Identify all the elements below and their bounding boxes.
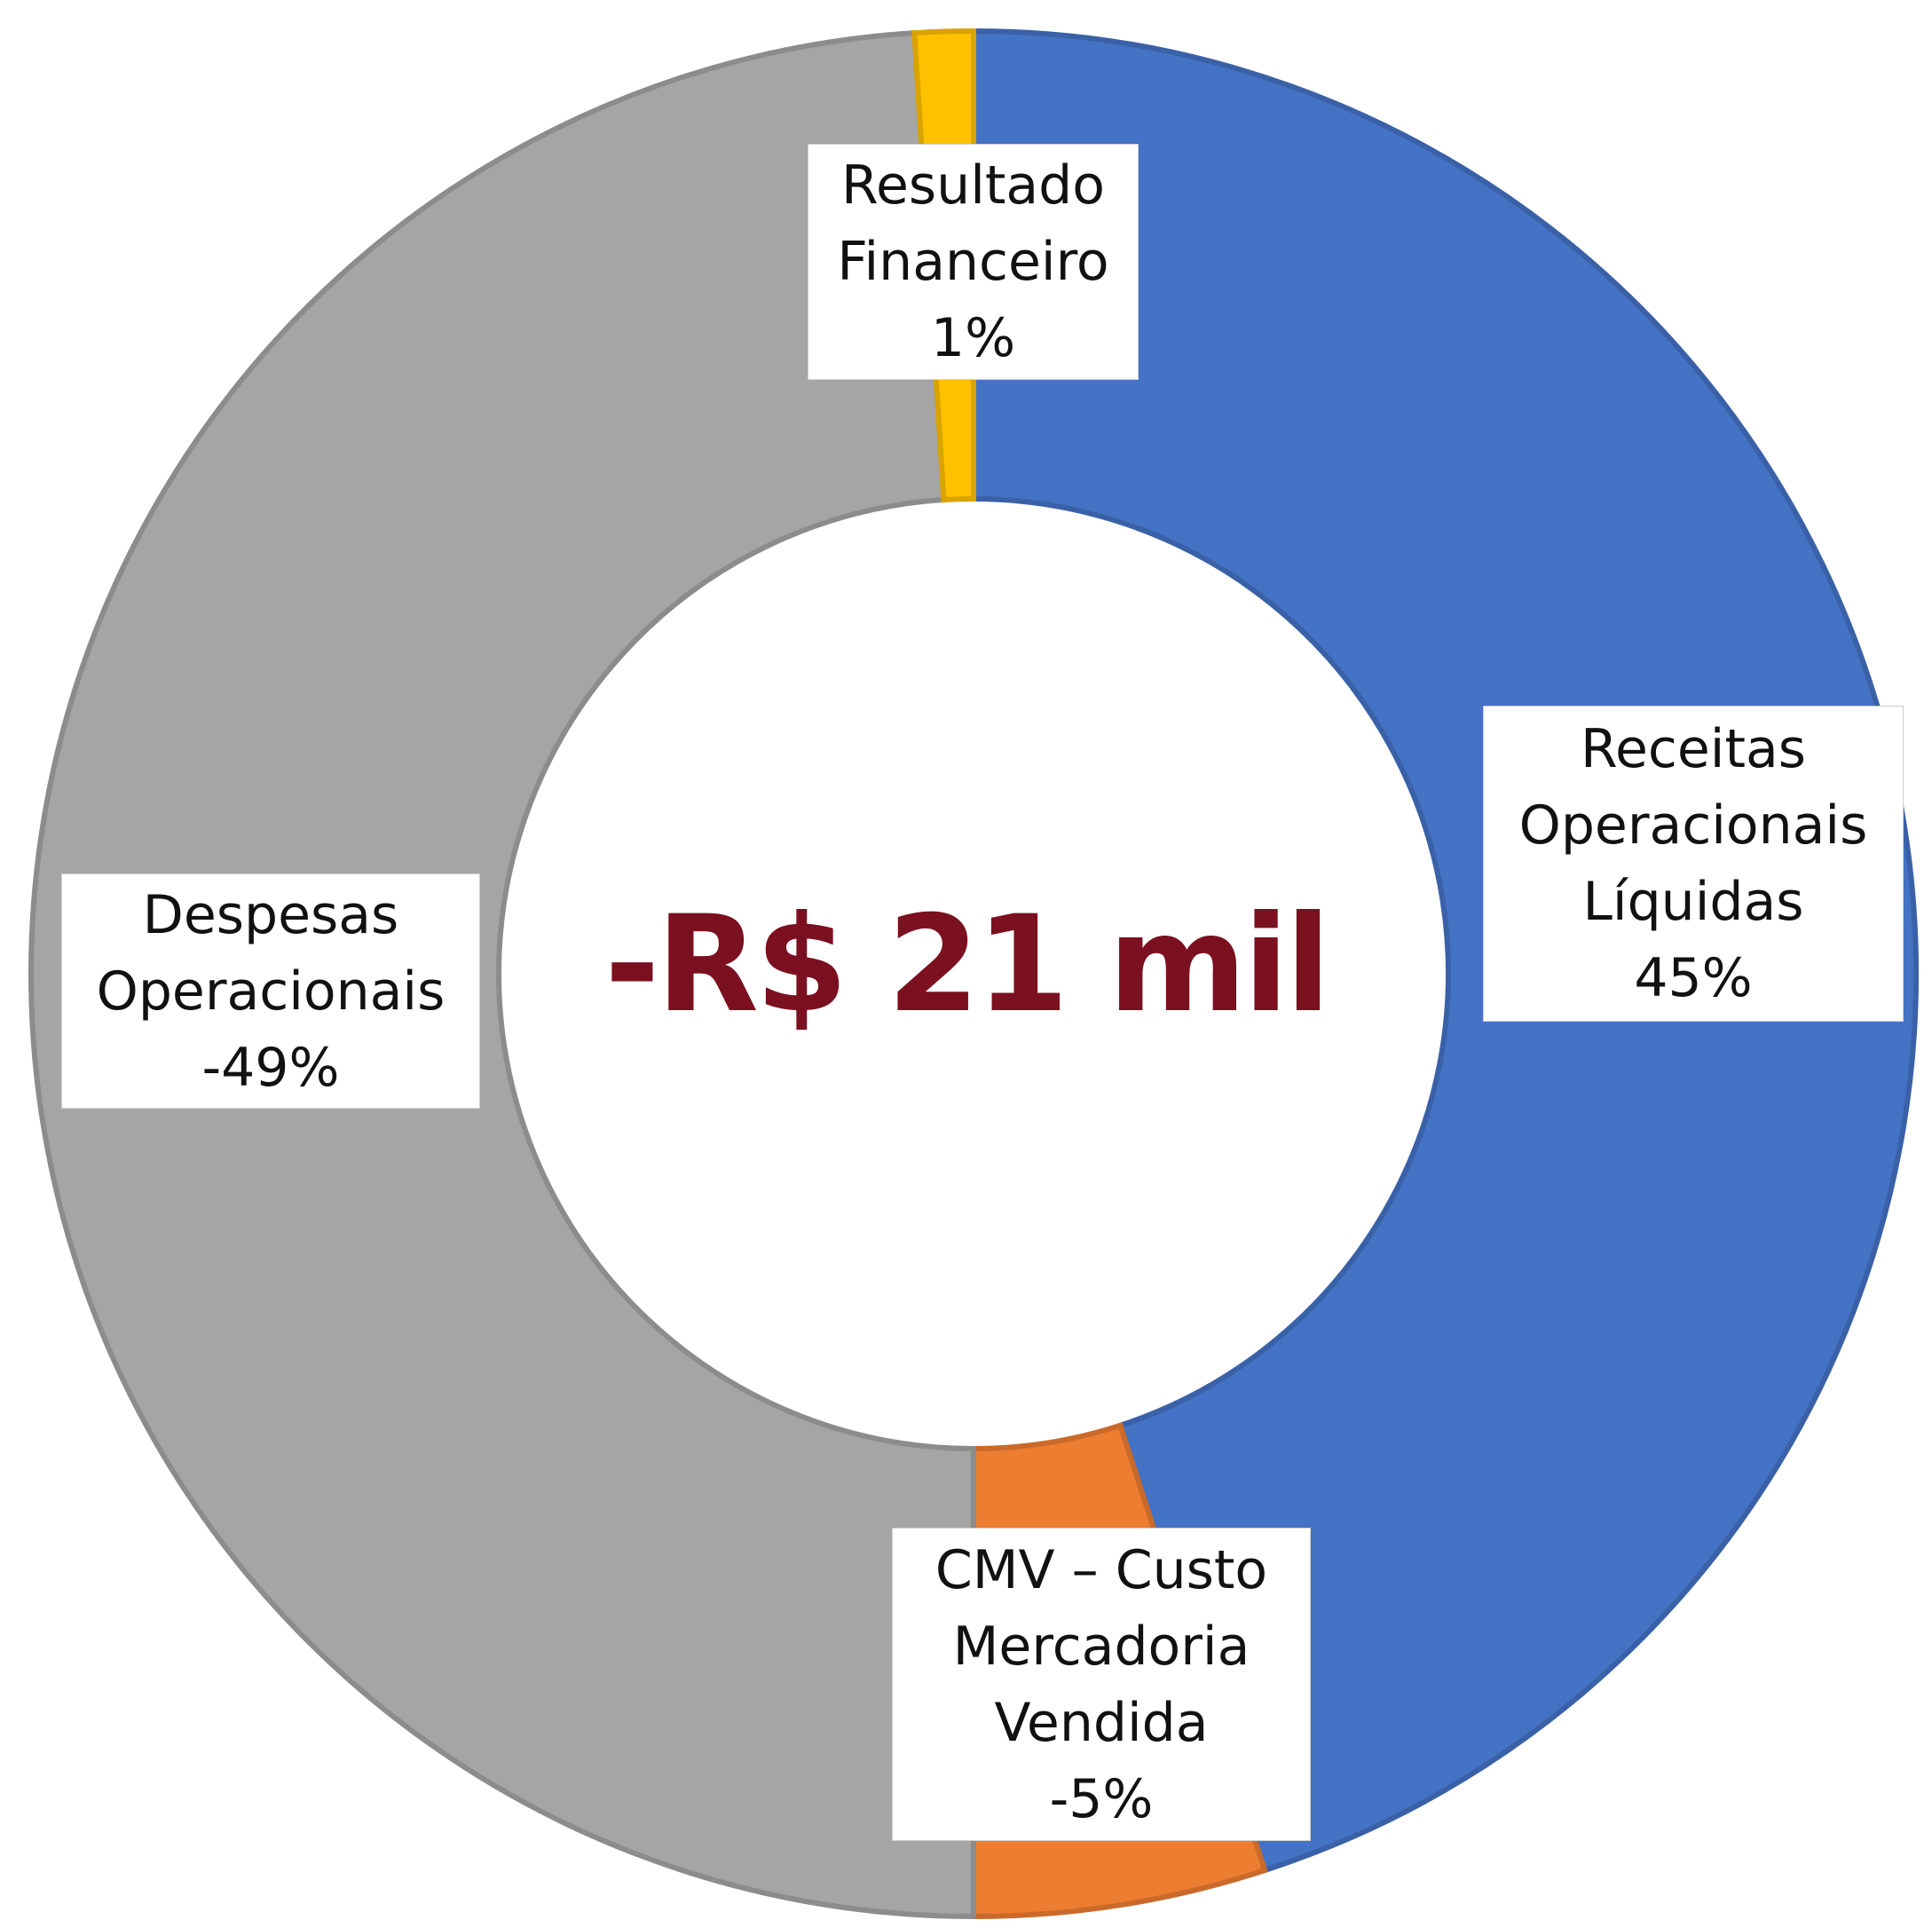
category-label: Despesas Operacionais — [96, 883, 446, 1023]
category-label: Resultado Financeiro — [837, 154, 1109, 293]
slice-label: Despesas Operacionais -49% — [61, 873, 480, 1109]
value-label: 1% — [930, 307, 1016, 369]
value-label: -49% — [201, 1036, 340, 1099]
donut-slice — [971, 28, 1919, 1874]
slice-label: CMV – Custo Mercadoria Vendida -5% — [892, 1528, 1311, 1841]
slice-label: Resultado Financeiro 1% — [808, 144, 1139, 380]
value-label: 45% — [1634, 947, 1753, 1009]
value-label: -5% — [1049, 1767, 1154, 1830]
slice-label: Receitas Operacionais Líquidas 45% — [1483, 706, 1904, 1022]
center-label: -R$ 21 mil — [604, 888, 1330, 1042]
category-label: CMV – Custo Mercadoria Vendida — [934, 1538, 1268, 1754]
donut-slice — [28, 29, 976, 1920]
category-label: Receitas Operacionais Líquidas — [1518, 718, 1868, 933]
